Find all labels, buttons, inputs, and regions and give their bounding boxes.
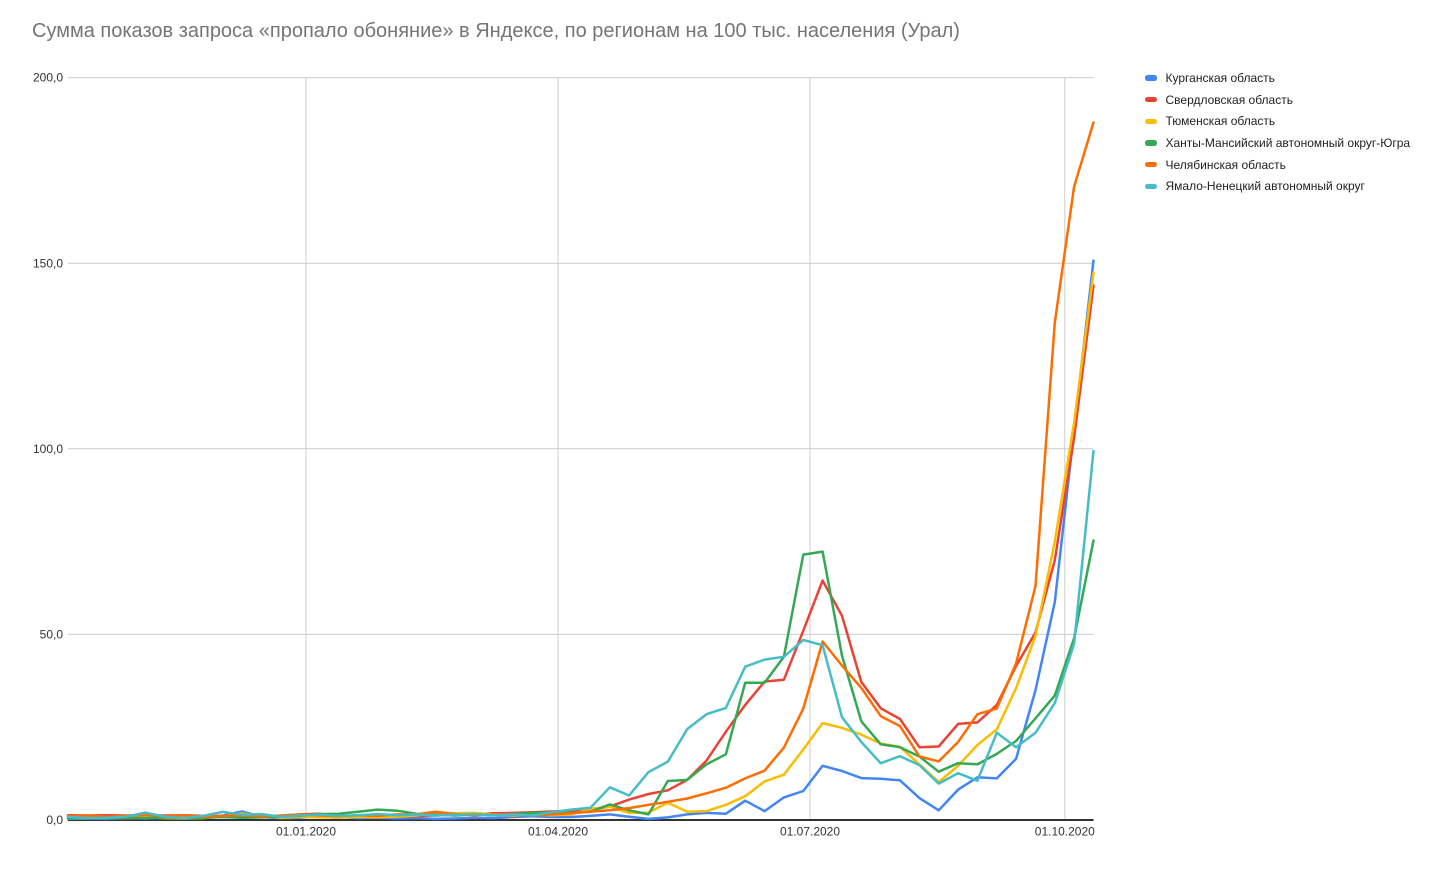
- svg-text:01.07.2020: 01.07.2020: [780, 825, 840, 839]
- svg-text:01.01.2020: 01.01.2020: [276, 825, 336, 839]
- svg-text:150,0: 150,0: [33, 256, 63, 270]
- svg-text:01.04.2020: 01.04.2020: [528, 825, 588, 839]
- svg-text:0,0: 0,0: [46, 813, 63, 827]
- svg-text:200,0: 200,0: [33, 71, 63, 85]
- svg-text:100,0: 100,0: [33, 442, 63, 456]
- svg-text:50,0: 50,0: [40, 628, 64, 642]
- svg-text:01.10.2020: 01.10.2020: [1035, 825, 1095, 839]
